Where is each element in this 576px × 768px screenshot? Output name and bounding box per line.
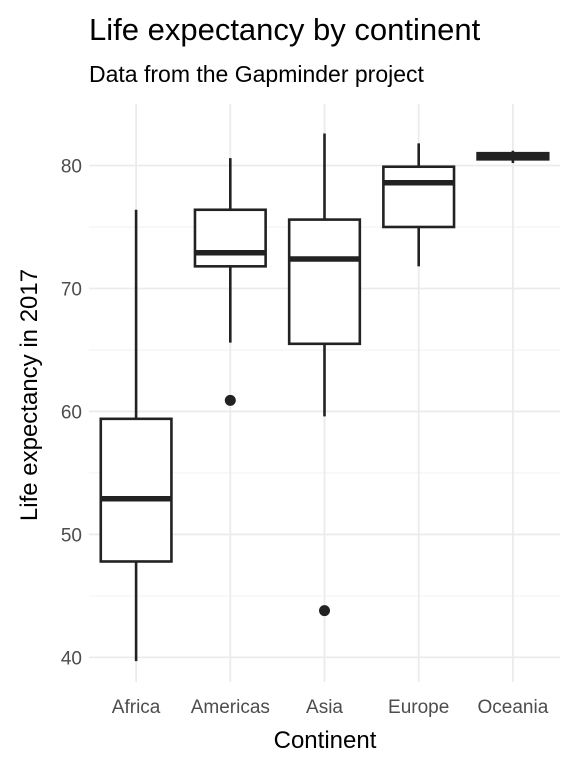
y-tick-label: 50 — [61, 525, 82, 546]
y-axis-title: Life expectancy in 2017 — [16, 269, 43, 521]
x-axis-ticks: Africa Americas Asia Europe Oceania — [112, 697, 549, 718]
box-africa — [99, 209, 173, 662]
y-axis-ticks: 40 50 60 70 80 — [61, 156, 82, 669]
box-iqr — [382, 165, 456, 229]
x-tick-label: Asia — [306, 697, 343, 718]
x-tick-label: Africa — [112, 697, 161, 718]
y-tick-label: 40 — [61, 648, 82, 669]
x-tick-label: Europe — [388, 697, 449, 718]
boxes — [99, 133, 550, 662]
chart-title: Life expectancy by continent — [89, 12, 481, 47]
outlier-point — [224, 394, 236, 406]
y-tick-label: 80 — [61, 156, 82, 177]
chart-subtitle: Data from the Gapminder project — [89, 61, 425, 87]
box-asia — [287, 133, 362, 617]
outlier-point — [319, 605, 330, 617]
box-iqr — [99, 417, 173, 563]
x-axis-title: Continent — [274, 727, 377, 754]
x-tick-label: Americas — [191, 697, 270, 718]
box-iqr — [287, 218, 362, 346]
box-europe — [382, 143, 456, 267]
x-tick-label: Oceania — [478, 697, 549, 718]
box-americas — [193, 158, 267, 406]
y-tick-label: 70 — [61, 279, 82, 300]
y-tick-label: 60 — [61, 402, 82, 423]
box-oceania — [476, 150, 550, 164]
box-iqr — [193, 208, 267, 268]
